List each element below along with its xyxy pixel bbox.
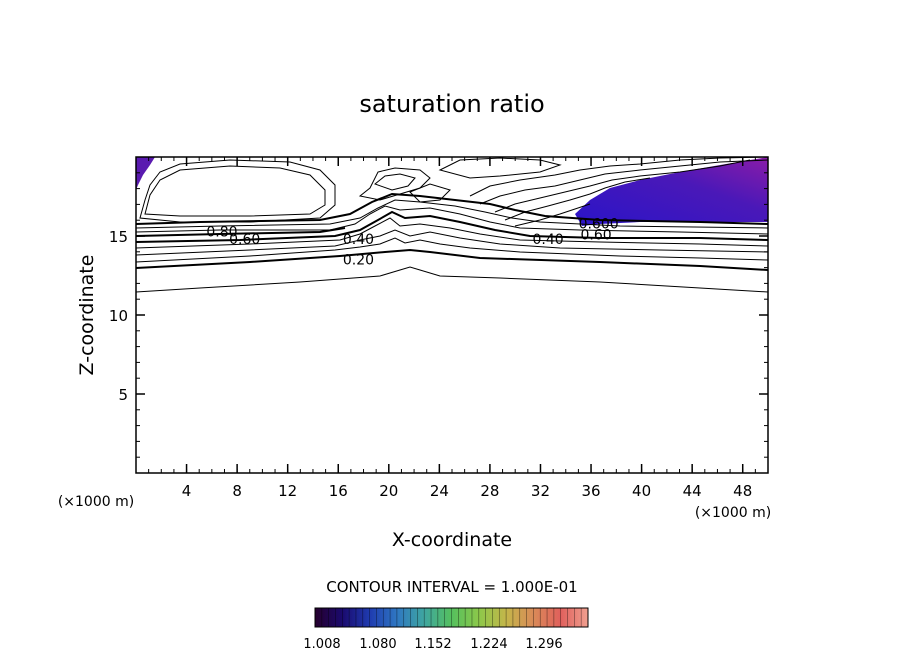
contour-line (139, 159, 336, 223)
colorbar-label: 1.152 (414, 637, 451, 652)
contour-line (504, 177, 651, 221)
x-ticks: 4 8 12 16 20 24 28 32 36 40 44 48 (182, 157, 752, 500)
shaded-regions (136, 157, 768, 226)
shaded-region-right (575, 157, 768, 226)
x-tick-label: 36 (581, 482, 600, 500)
contour-line (135, 227, 346, 237)
contour-line (438, 157, 562, 179)
contour-line (409, 183, 451, 203)
contour-line (135, 248, 769, 271)
contour-label: 0.40 (343, 232, 374, 248)
x-tick-label: 24 (430, 482, 449, 500)
contour-line (135, 210, 769, 243)
colorbar-frame (314, 607, 589, 628)
contour-label: 0.600 (579, 216, 619, 232)
contour-label: 0.80 (206, 224, 237, 240)
x-tick-label: 28 (480, 482, 499, 500)
x-axis-title: X-coordinate (392, 529, 512, 551)
contour-interval-text: CONTOUR INTERVAL = 1.000E-01 (326, 578, 577, 596)
x-tick-label: 32 (531, 482, 550, 500)
contour-line (514, 203, 591, 227)
colorbar-labels: 1.008 1.080 1.152 1.224 1.296 (303, 637, 562, 652)
contour-line (135, 205, 769, 235)
y-ticks: 5 10 15 (109, 228, 768, 404)
colorbar: 1.008 1.080 1.152 1.224 1.296 (303, 607, 589, 652)
x-tick-label: 12 (278, 482, 297, 500)
contour-line (479, 159, 769, 205)
y-tick-label: 5 (118, 386, 128, 404)
contour-line (135, 192, 769, 225)
contour-label: 0.60 (581, 227, 612, 243)
contour-line (144, 165, 326, 217)
x-tick-label: 40 (632, 482, 651, 500)
contour-lines (135, 156, 769, 293)
x-unit-label: (×1000 m) (695, 505, 771, 521)
y-axis-title: Z-coordinate (76, 255, 98, 376)
contour-label: 0.60 (229, 232, 260, 248)
colorbar-label: 1.224 (470, 637, 507, 652)
y-tick-label: 15 (109, 228, 128, 246)
contour-line (469, 156, 769, 197)
contour-line (135, 217, 769, 249)
contour-line (135, 237, 769, 263)
colorbar-bin-lines (321, 608, 582, 627)
y-unit-label: (×1000 m) (58, 494, 134, 510)
colorbar-label: 1.008 (303, 637, 340, 652)
chart-title: saturation ratio (359, 90, 544, 118)
shaded-region-topleft (136, 157, 155, 190)
x-tick-label: 44 (683, 482, 702, 500)
contour-line (494, 159, 751, 213)
contour-line (373, 173, 416, 191)
x-tick-label: 48 (733, 482, 752, 500)
contour-line (358, 167, 431, 201)
x-tick-label: 4 (182, 482, 192, 500)
contour-line (135, 266, 769, 293)
x-tick-label: 8 (232, 482, 242, 500)
x-tick-label: 16 (329, 482, 348, 500)
contour-line (135, 229, 769, 256)
x-tick-label: 20 (379, 482, 398, 500)
contour-label: 0.40 (532, 232, 563, 248)
contour-label: 0.20 (343, 253, 374, 269)
y-tick-label: 10 (109, 307, 128, 325)
colorbar-label: 1.296 (525, 637, 562, 652)
colorbar-label: 1.080 (359, 637, 396, 652)
